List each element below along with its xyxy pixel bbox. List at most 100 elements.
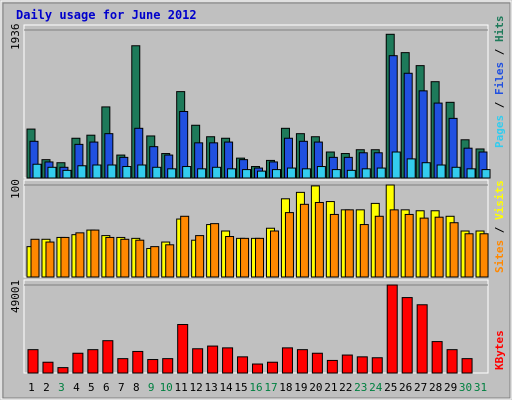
day-label-12: 12	[190, 381, 203, 394]
bar-kbytes-day-20	[311, 352, 323, 374]
bar-pages-day-13	[212, 166, 222, 179]
day-label-25: 25	[384, 381, 397, 394]
legend-pages-files-hits-part-4: Hits	[493, 16, 506, 43]
bar-pages-day-7	[122, 166, 132, 179]
bar-sites-day-5	[90, 229, 100, 278]
bar-kbytes-day-23	[356, 356, 368, 374]
bar-kbytes-day-4	[72, 352, 84, 374]
day-label-27: 27	[414, 381, 427, 394]
day-label-11: 11	[175, 381, 188, 394]
day-label-14: 14	[219, 381, 233, 394]
bar-kbytes-day-7	[117, 358, 129, 374]
bar-kbytes-day-19	[296, 349, 308, 374]
bar-sites-day-9	[150, 246, 160, 278]
bar-sites-day-16	[255, 237, 265, 278]
day-label-28: 28	[429, 381, 442, 394]
day-label-3: 3	[58, 381, 65, 394]
bar-pages-day-23	[361, 168, 371, 179]
bar-kbytes-day-27	[416, 304, 428, 374]
bar-pages-day-30	[466, 168, 476, 179]
bar-sites-day-24	[374, 215, 384, 278]
day-label-5: 5	[88, 381, 95, 394]
day-label-7: 7	[118, 381, 125, 394]
bar-sites-day-23	[359, 224, 369, 278]
bar-kbytes-day-21	[326, 359, 338, 374]
day-label-13: 13	[204, 381, 217, 394]
day-label-29: 29	[444, 381, 457, 394]
bar-sites-day-7	[120, 238, 130, 278]
day-label-21: 21	[324, 381, 337, 394]
day-label-8: 8	[133, 381, 140, 394]
bar-sites-day-13	[210, 223, 220, 278]
bar-sites-day-15	[240, 237, 250, 278]
bar-pages-day-10	[167, 168, 177, 179]
bar-pages-day-24	[376, 167, 386, 179]
bar-pages-day-31	[481, 169, 491, 179]
bar-kbytes-day-8	[132, 350, 144, 374]
day-label-19: 19	[294, 381, 307, 394]
day-label-31: 31	[474, 381, 487, 394]
bar-pages-day-1	[32, 163, 42, 179]
legend-kbytes-part-0: KBytes	[493, 330, 506, 370]
day-label-1: 1	[28, 381, 35, 394]
day-label-18: 18	[279, 381, 292, 394]
bar-sites-day-25	[389, 209, 399, 278]
bar-sites-day-22	[344, 209, 354, 278]
legend-sites-visits-part-0: Sites	[493, 240, 506, 273]
bar-sites-day-18	[284, 212, 294, 278]
bar-sites-day-20	[314, 201, 324, 278]
bar-sites-day-10	[165, 244, 175, 278]
bar-pages-day-14	[227, 168, 237, 179]
bar-sites-day-19	[299, 203, 309, 278]
day-label-24: 24	[369, 381, 383, 394]
visits-panel-max-label: 100	[9, 179, 22, 199]
day-label-20: 20	[309, 381, 322, 394]
bar-pages-day-6	[107, 164, 117, 179]
bar-kbytes-day-10	[162, 358, 174, 374]
bar-kbytes-day-9	[147, 359, 159, 374]
day-label-30: 30	[459, 381, 472, 394]
bar-pages-day-29	[451, 166, 461, 179]
bar-kbytes-day-30	[461, 358, 473, 374]
legend-kbytes: KBytes	[493, 330, 506, 370]
bar-kbytes-day-3	[57, 367, 69, 374]
bar-kbytes-day-14	[222, 347, 234, 374]
bar-pages-day-4	[77, 165, 87, 179]
day-label-23: 23	[354, 381, 367, 394]
legend-pages-files-hits-part-2: Files	[493, 62, 506, 95]
bar-kbytes-day-15	[237, 356, 249, 374]
bar-sites-day-27	[419, 217, 429, 278]
legend-pages-files-hits: Pages / Files / Hits	[493, 16, 506, 149]
hits-panel-max-label: 1936	[9, 24, 22, 51]
bar-sites-day-2	[45, 241, 55, 278]
day-label-2: 2	[43, 381, 50, 394]
bar-sites-day-28	[434, 216, 444, 278]
bar-sites-day-3	[60, 236, 70, 278]
bar-kbytes-day-26	[401, 297, 413, 374]
chart-legends: Pages / Files / Hits Sites / Visits KBytes	[493, 16, 506, 371]
day-label-17: 17	[264, 381, 277, 394]
bar-kbytes-day-24	[371, 357, 383, 374]
bar-sites-day-1	[30, 238, 40, 278]
bar-pages-day-26	[406, 158, 416, 179]
chart-bars	[26, 33, 491, 374]
bar-kbytes-day-29	[446, 349, 458, 374]
bar-sites-day-17	[269, 230, 279, 278]
bar-pages-day-9	[152, 166, 162, 179]
day-label-15: 15	[234, 381, 247, 394]
bar-pages-day-25	[391, 151, 401, 179]
bar-pages-day-8	[137, 164, 147, 179]
legend-pages-files-hits-part-1: /	[493, 95, 506, 115]
bar-kbytes-day-18	[281, 347, 293, 374]
bar-kbytes-day-12	[192, 348, 204, 374]
bar-sites-day-29	[449, 222, 459, 278]
legend-pages-files-hits-part-3: /	[493, 42, 506, 62]
day-label-16: 16	[249, 381, 262, 394]
day-label-10: 10	[160, 381, 173, 394]
bar-pages-day-17	[271, 169, 281, 179]
bar-kbytes-day-5	[87, 349, 99, 374]
